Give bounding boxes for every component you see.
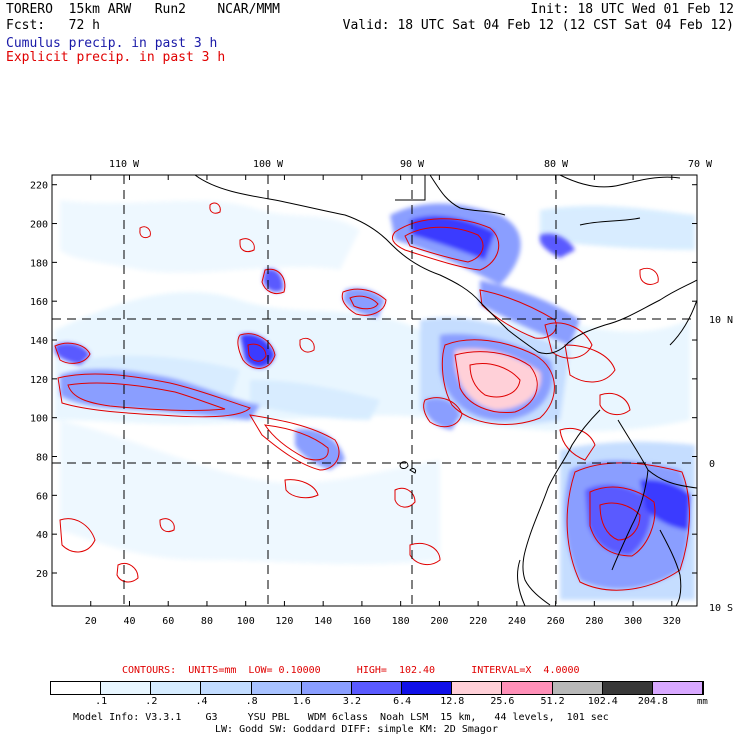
colorbar-label: 25.6	[490, 696, 515, 707]
x-tick-label: 160	[353, 616, 371, 627]
axis-ticks	[52, 175, 697, 606]
colorbar-label: .2	[145, 696, 158, 707]
colorbar	[50, 681, 704, 695]
map-frame	[51, 174, 698, 607]
colorbar-units: mm	[697, 697, 708, 707]
explicit-precip-legend: Explicit precip. in past 3 h	[6, 50, 226, 65]
colorbar-label: 6.4	[393, 696, 412, 707]
colorbar-label: 51.2	[540, 696, 565, 707]
colorbar-label: .1	[95, 696, 108, 707]
lon-label: 90 W	[400, 159, 425, 170]
y-tick-label: 20	[36, 569, 48, 580]
lon-label: 110 W	[109, 159, 140, 170]
x-tick-label: 240	[508, 616, 526, 627]
contours-info: CONTOURS: UNITS=mm LOW= 0.10000 HIGH= 10…	[122, 665, 580, 676]
colorbar-label: 102.4	[587, 696, 618, 707]
x-tick-label: 220	[469, 616, 487, 627]
x-tick-label: 300	[624, 616, 642, 627]
x-tick-label: 260	[547, 616, 565, 627]
colorbar-label: 3.2	[342, 696, 361, 707]
x-tick-label: 40	[123, 616, 135, 627]
y-tick-label: 220	[30, 181, 48, 192]
lat-lon-grid	[52, 175, 697, 606]
x-tick-label: 180	[392, 616, 410, 627]
colorbar-swatch	[201, 682, 252, 694]
colorbar-label: 1.6	[292, 696, 311, 707]
y-tick-labels: 220 200 180 160 140 120 100 80 60 40 20	[30, 181, 48, 580]
x-tick-label: 120	[275, 616, 293, 627]
colorbar-swatch	[151, 682, 202, 694]
x-tick-label: 100	[237, 616, 255, 627]
lon-label: 100 W	[253, 159, 284, 170]
header-init-time: Init: 18 UTC Wed 01 Feb 12	[530, 2, 735, 17]
colorbar-swatch	[452, 682, 503, 694]
colorbar-label: 12.8	[440, 696, 465, 707]
explicit-precip-contours	[54, 202, 690, 591]
colorbar-label: .4	[195, 696, 208, 707]
colorbar-swatch	[251, 682, 302, 694]
cumulus-precip-legend: Cumulus precip. in past 3 h	[6, 36, 218, 51]
y-tick-label: 160	[30, 297, 48, 308]
x-tick-label: 140	[314, 616, 332, 627]
colorbar-swatch	[502, 682, 553, 694]
lon-label: 70 W	[688, 159, 713, 170]
x-tick-label: 20	[85, 616, 97, 627]
colorbar-swatch	[602, 682, 653, 694]
x-tick-label: 60	[162, 616, 174, 627]
colorbar-swatch	[552, 682, 603, 694]
y-tick-label: 80	[36, 453, 48, 464]
coastlines	[194, 175, 697, 606]
x-tick-label: 280	[585, 616, 603, 627]
y-tick-label: 200	[30, 220, 48, 231]
lat-label: 10 N	[709, 315, 733, 326]
x-tick-label: 200	[430, 616, 448, 627]
colorbar-swatch	[101, 682, 152, 694]
colorbar-label: .8	[245, 696, 258, 707]
y-tick-label: 100	[30, 414, 48, 425]
colorbar-swatch	[51, 682, 102, 694]
colorbar-swatch	[402, 682, 453, 694]
colorbar-swatch	[301, 682, 352, 694]
model-info-line2: LW: Godd SW: Goddard DIFF: simple KM: 2D…	[215, 724, 498, 735]
y-tick-label: 40	[36, 530, 48, 541]
cumulus-precip-cores	[55, 203, 690, 589]
colorbar-swatch	[351, 682, 403, 694]
y-tick-label: 140	[30, 336, 48, 347]
colorbar-labels: .1 .2 .4 .8 1.6 3.2 6.4 12.8 25.6 51.2 102.4 204.8	[0, 697, 740, 709]
colorbar-label: 204.8	[637, 696, 668, 707]
lat-label: 0	[709, 459, 715, 470]
y-tick-label: 180	[30, 258, 48, 269]
header-valid-time: Valid: 18 UTC Sat 04 Feb 12 (12 CST Sat …	[342, 18, 734, 33]
header-left-line1: TORERO 15km ARW Run2 NCAR/MMM	[6, 2, 280, 17]
colorbar-swatch	[652, 682, 703, 694]
lon-label: 80 W	[544, 159, 569, 170]
y-tick-label: 120	[30, 375, 48, 386]
x-tick-labels: 20 40 60 80 100 120 140 160 180 200 220 240 260 280 30…	[85, 616, 681, 627]
x-tick-label: 80	[201, 616, 213, 627]
x-tick-label: 320	[663, 616, 681, 627]
model-info-line1: Model Info: V3.3.1 G3 YSU PBL WDM 6class…	[73, 712, 609, 723]
y-tick-label: 60	[36, 491, 48, 502]
header-forecast-hour: Fcst: 72 h	[6, 18, 100, 33]
lat-label: 10 S	[709, 603, 733, 614]
